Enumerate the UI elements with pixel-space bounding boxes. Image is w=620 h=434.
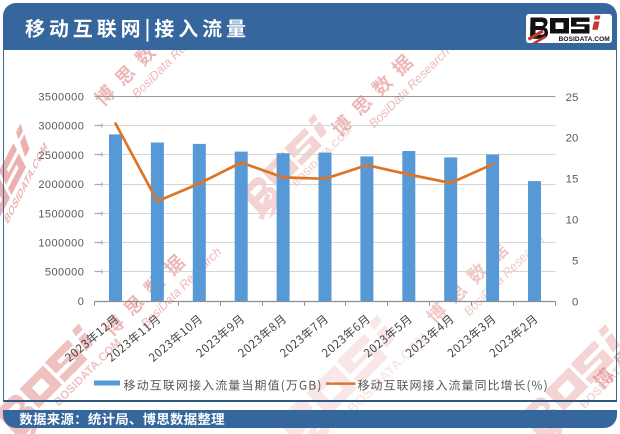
svg-text:20: 20	[566, 133, 579, 145]
svg-text:0: 0	[572, 296, 578, 308]
svg-text:3500000: 3500000	[38, 91, 84, 103]
svg-text:0: 0	[78, 296, 85, 308]
svg-text:5: 5	[572, 255, 578, 267]
svg-text:2500000: 2500000	[38, 150, 84, 162]
svg-text:3000000: 3000000	[38, 121, 84, 133]
svg-text:BOSIDATA.COM: BOSIDATA.COM	[559, 35, 610, 42]
svg-text:2000000: 2000000	[38, 179, 84, 191]
svg-text:500000: 500000	[45, 267, 84, 279]
svg-text:25: 25	[566, 92, 579, 104]
svg-text:10: 10	[566, 214, 579, 226]
svg-text:15: 15	[566, 174, 579, 186]
svg-text:1500000: 1500000	[38, 208, 84, 220]
svg-text:1000000: 1000000	[38, 238, 84, 250]
